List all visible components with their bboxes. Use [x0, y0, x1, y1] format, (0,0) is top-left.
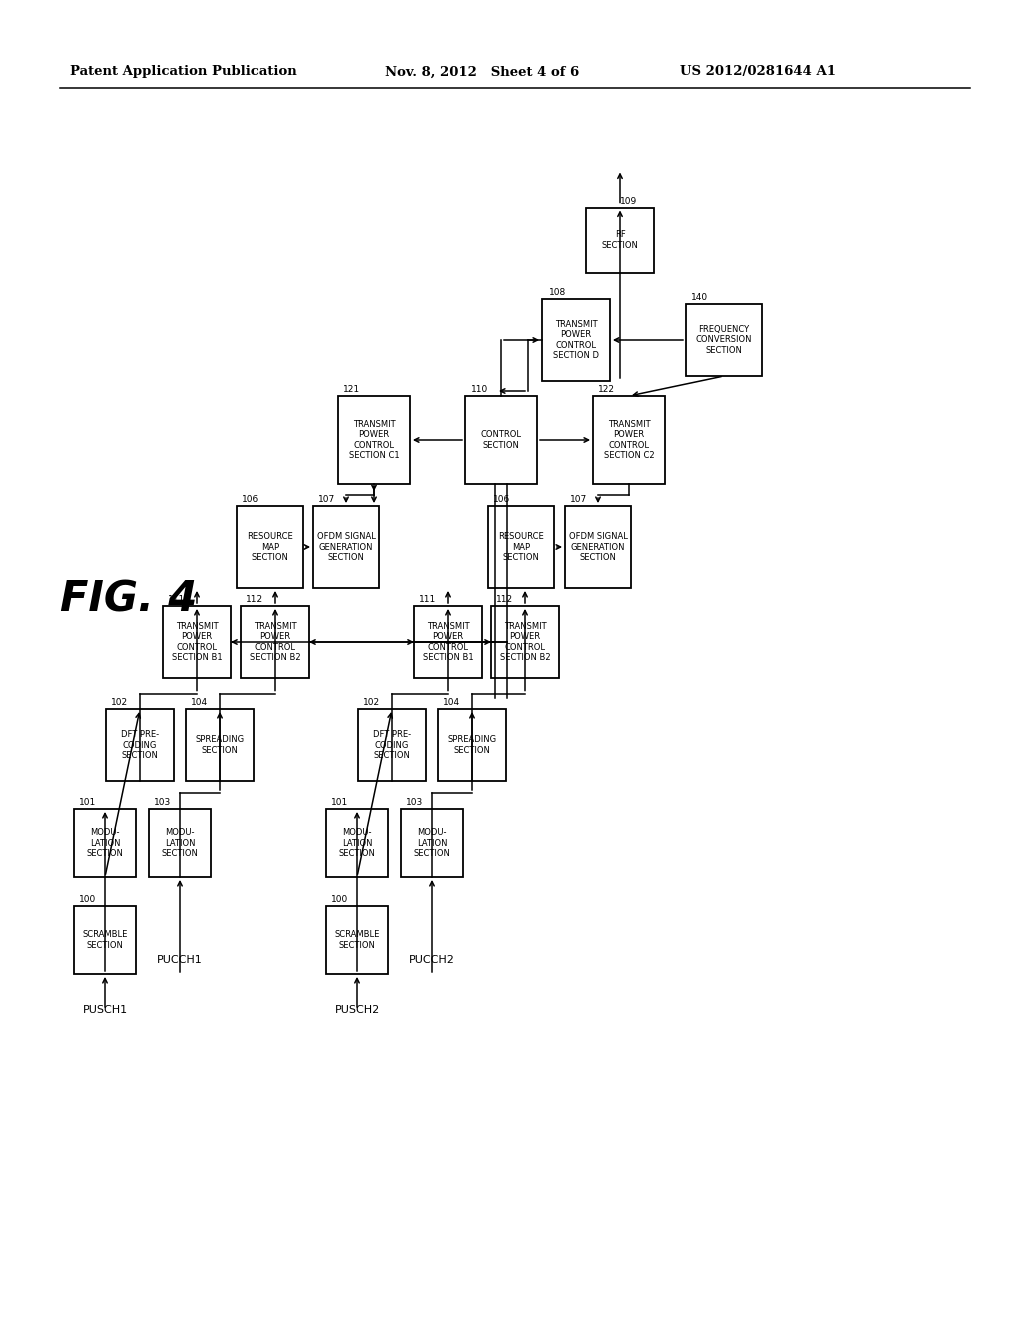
Text: 121: 121 [343, 385, 360, 393]
Bar [106, 709, 174, 781]
Text: 104: 104 [191, 698, 208, 708]
Text: 102: 102 [111, 698, 128, 708]
Text: TRANSMIT
POWER
CONTROL
SECTION D: TRANSMIT POWER CONTROL SECTION D [553, 319, 599, 360]
Text: SPREADING
SECTION: SPREADING SECTION [447, 735, 497, 755]
Text: DFT PRE-
CODING
SECTION: DFT PRE- CODING SECTION [121, 730, 159, 760]
Text: 111: 111 [419, 595, 436, 605]
Text: PUSCH2: PUSCH2 [335, 1005, 380, 1015]
Bar [565, 506, 631, 587]
Text: 103: 103 [406, 799, 423, 807]
Text: DFT PRE-
CODING
SECTION: DFT PRE- CODING SECTION [373, 730, 411, 760]
Bar [593, 396, 665, 484]
Text: TRANSMIT
POWER
CONTROL
SECTION B2: TRANSMIT POWER CONTROL SECTION B2 [500, 622, 550, 663]
Bar [241, 606, 309, 678]
Text: 122: 122 [598, 385, 615, 393]
Text: PUCCH1: PUCCH1 [157, 954, 203, 965]
Text: 108: 108 [549, 288, 566, 297]
Text: OFDM SIGNAL
GENERATION
SECTION: OFDM SIGNAL GENERATION SECTION [316, 532, 376, 562]
Text: MODU-
LATION
SECTION: MODU- LATION SECTION [339, 828, 376, 858]
Text: 104: 104 [443, 698, 460, 708]
Text: 106: 106 [242, 495, 259, 504]
Bar [338, 396, 410, 484]
Text: MODU-
LATION
SECTION: MODU- LATION SECTION [414, 828, 451, 858]
Bar [438, 709, 506, 781]
Bar [326, 809, 388, 876]
Text: 107: 107 [570, 495, 587, 504]
Bar [150, 809, 211, 876]
Bar [465, 396, 537, 484]
Text: MODU-
LATION
SECTION: MODU- LATION SECTION [162, 828, 199, 858]
Text: TRANSMIT
POWER
CONTROL
SECTION B2: TRANSMIT POWER CONTROL SECTION B2 [250, 622, 300, 663]
Text: 101: 101 [79, 799, 96, 807]
Bar [358, 709, 426, 781]
Text: CONTROL
SECTION: CONTROL SECTION [480, 430, 521, 450]
Bar [163, 606, 231, 678]
Bar [401, 809, 463, 876]
Text: TRANSMIT
POWER
CONTROL
SECTION C2: TRANSMIT POWER CONTROL SECTION C2 [604, 420, 654, 461]
Bar [488, 506, 554, 587]
Text: PUSCH1: PUSCH1 [83, 1005, 128, 1015]
Text: SPREADING
SECTION: SPREADING SECTION [196, 735, 245, 755]
Text: 100: 100 [79, 895, 96, 904]
Text: PUCCH2: PUCCH2 [409, 954, 455, 965]
Bar [686, 304, 762, 376]
Text: MODU-
LATION
SECTION: MODU- LATION SECTION [87, 828, 124, 858]
Bar [313, 506, 379, 587]
Text: US 2012/0281644 A1: US 2012/0281644 A1 [680, 66, 836, 78]
Bar [490, 606, 559, 678]
Text: RESOURCE
MAP
SECTION: RESOURCE MAP SECTION [498, 532, 544, 562]
Text: FIG. 4: FIG. 4 [60, 579, 198, 620]
Text: 112: 112 [246, 595, 263, 605]
Text: 103: 103 [154, 799, 171, 807]
Text: TRANSMIT
POWER
CONTROL
SECTION B1: TRANSMIT POWER CONTROL SECTION B1 [423, 622, 473, 663]
Text: TRANSMIT
POWER
CONTROL
SECTION C1: TRANSMIT POWER CONTROL SECTION C1 [349, 420, 399, 461]
Bar [542, 300, 610, 381]
Text: 109: 109 [620, 197, 637, 206]
Text: RESOURCE
MAP
SECTION: RESOURCE MAP SECTION [247, 532, 293, 562]
Text: 110: 110 [471, 385, 488, 393]
Bar [586, 207, 654, 272]
Text: FREQUENCY
CONVERSION
SECTION: FREQUENCY CONVERSION SECTION [695, 325, 753, 355]
Text: RF
SECTION: RF SECTION [601, 230, 638, 249]
Bar [414, 606, 482, 678]
Text: 106: 106 [493, 495, 510, 504]
Text: 100: 100 [331, 895, 348, 904]
Bar [326, 906, 388, 974]
Text: Patent Application Publication: Patent Application Publication [70, 66, 297, 78]
Text: SCRAMBLE
SECTION: SCRAMBLE SECTION [82, 931, 128, 949]
Bar [74, 906, 136, 974]
Text: 112: 112 [496, 595, 513, 605]
Text: SCRAMBLE
SECTION: SCRAMBLE SECTION [334, 931, 380, 949]
Bar [74, 809, 136, 876]
Text: 102: 102 [362, 698, 380, 708]
Bar [237, 506, 303, 587]
Text: 111: 111 [168, 595, 185, 605]
Text: 140: 140 [691, 293, 709, 302]
Text: 107: 107 [318, 495, 335, 504]
Text: OFDM SIGNAL
GENERATION
SECTION: OFDM SIGNAL GENERATION SECTION [568, 532, 628, 562]
Text: 101: 101 [331, 799, 348, 807]
Text: TRANSMIT
POWER
CONTROL
SECTION B1: TRANSMIT POWER CONTROL SECTION B1 [172, 622, 222, 663]
Bar [186, 709, 254, 781]
Text: Nov. 8, 2012   Sheet 4 of 6: Nov. 8, 2012 Sheet 4 of 6 [385, 66, 580, 78]
